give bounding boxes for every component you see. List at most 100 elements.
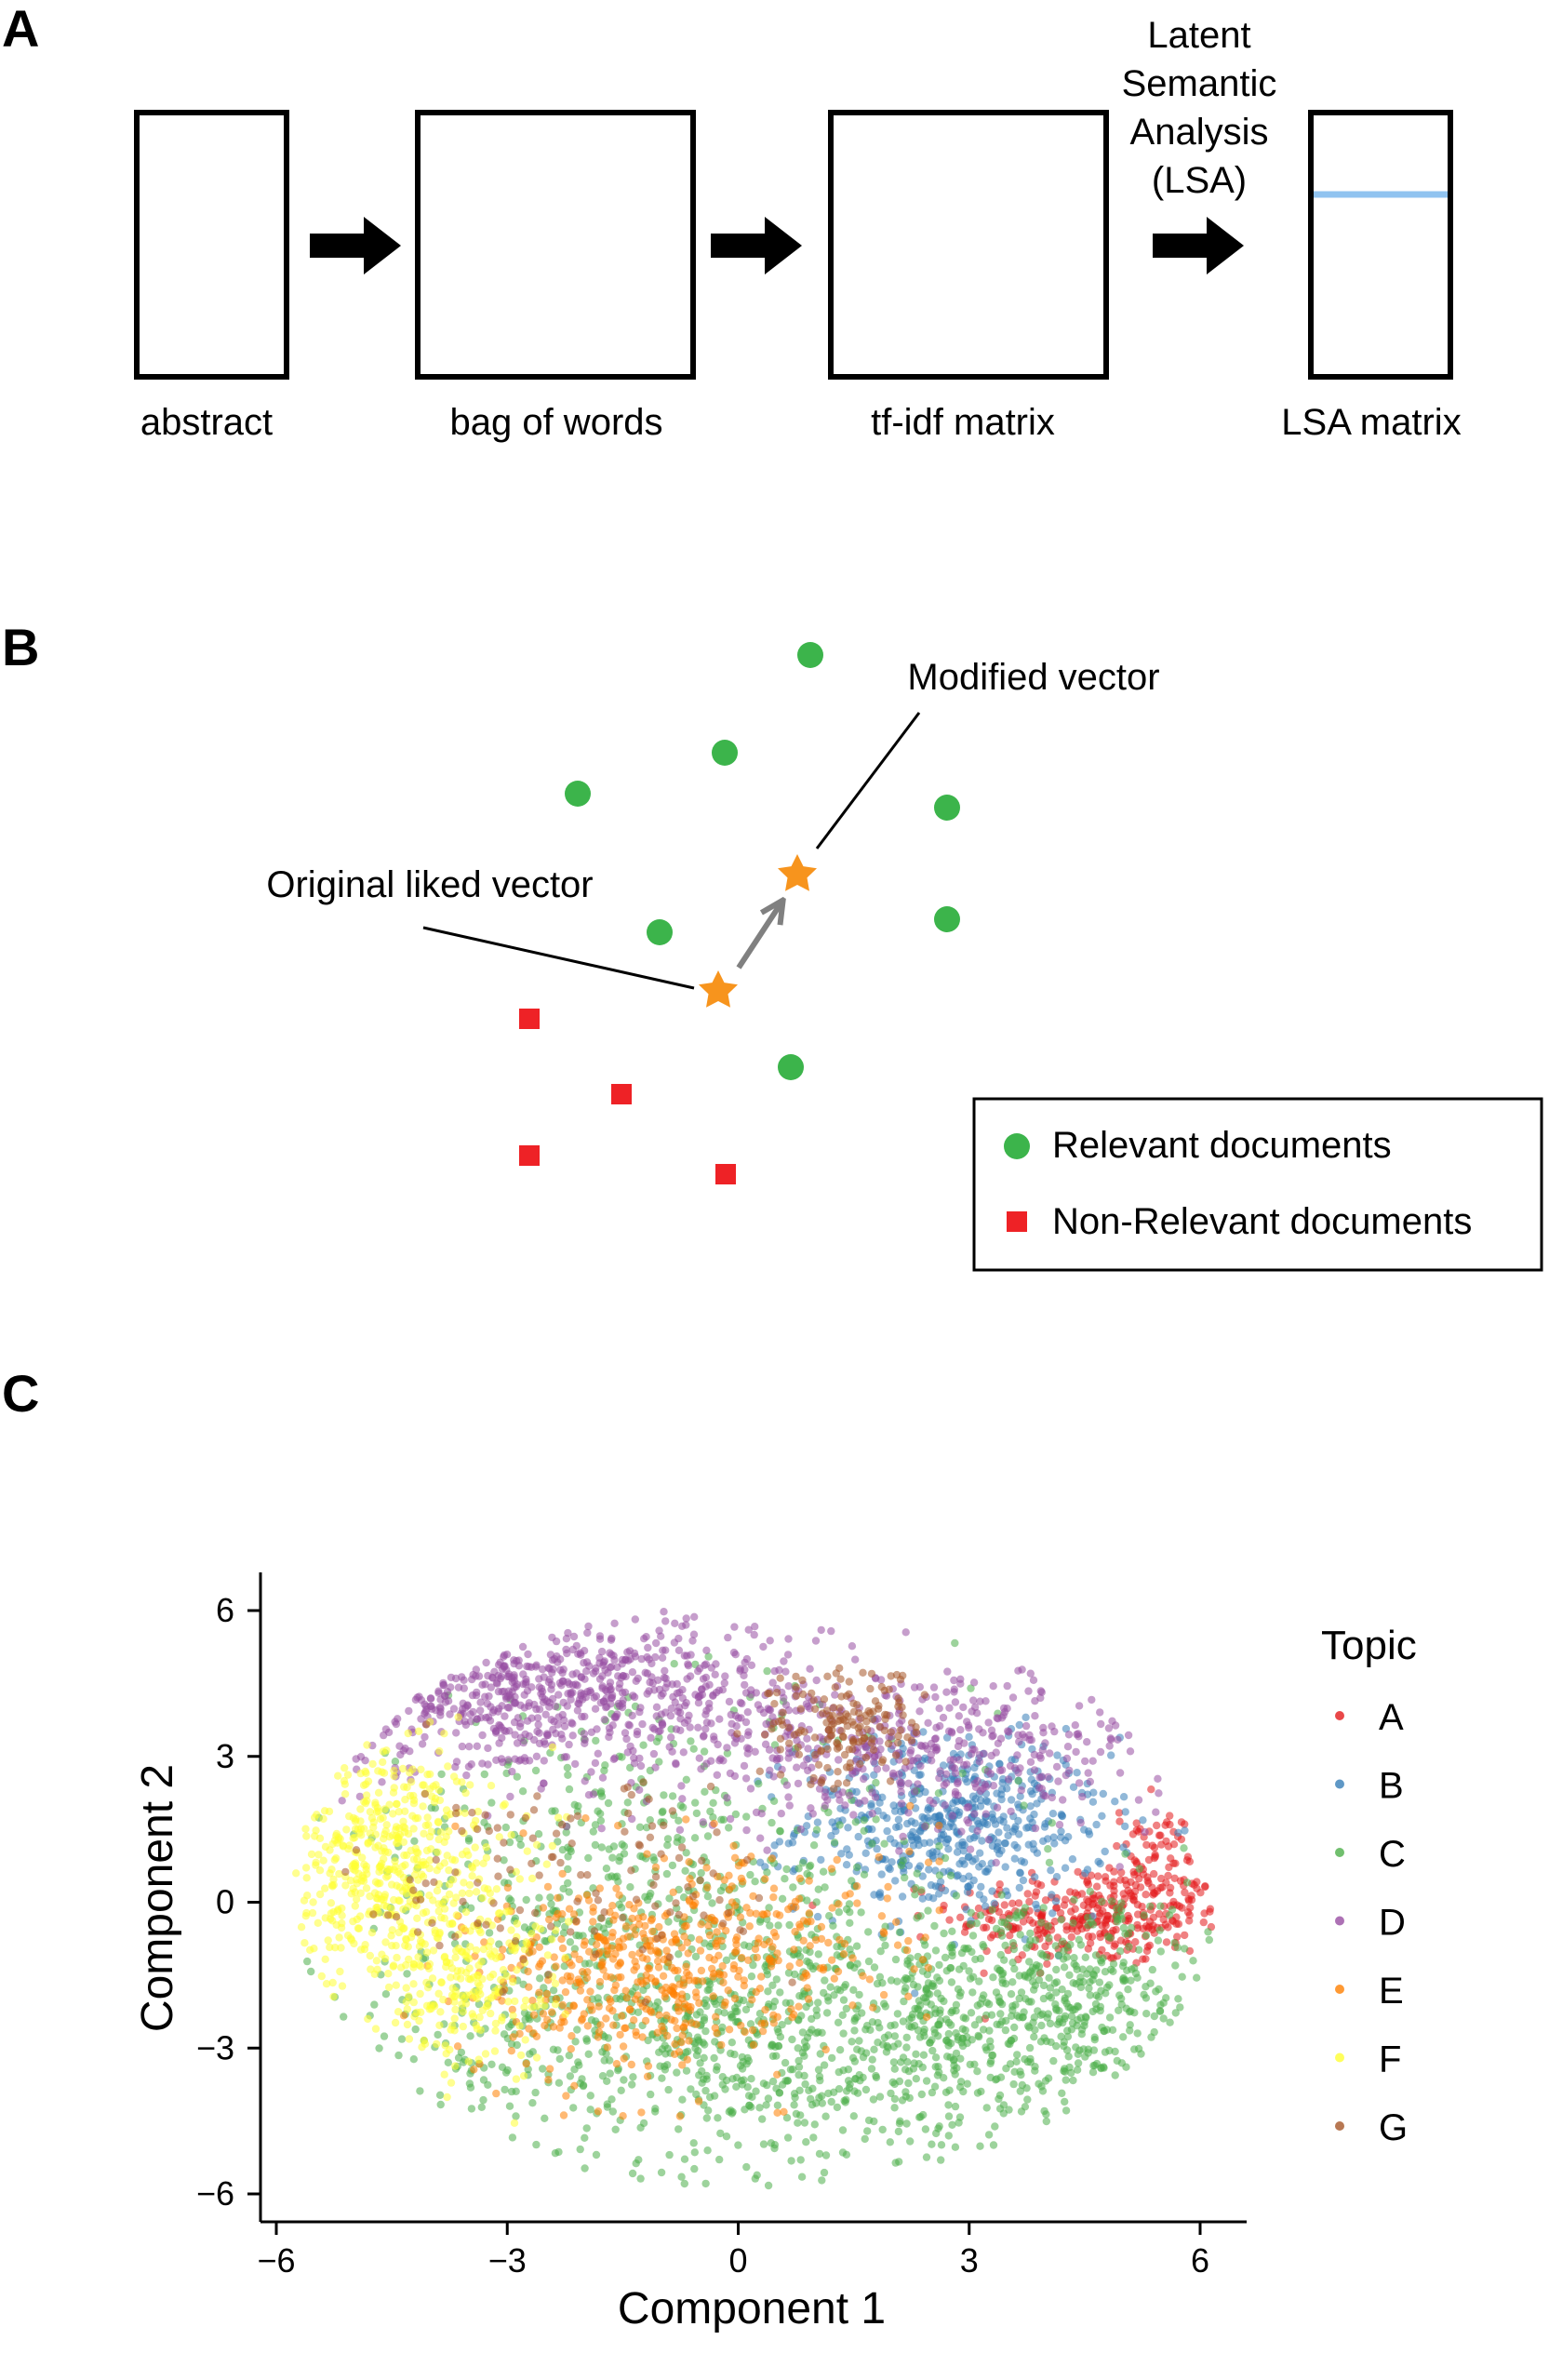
topic-point bbox=[883, 2041, 891, 2051]
topic-point bbox=[356, 1753, 366, 1761]
topic-point bbox=[652, 1703, 661, 1712]
topic-point bbox=[554, 1838, 562, 1846]
topic-point bbox=[967, 1684, 975, 1692]
topic-point bbox=[713, 2029, 721, 2038]
topic-point bbox=[531, 2088, 540, 2097]
topic-point bbox=[848, 1877, 856, 1885]
topic-point bbox=[1020, 1801, 1028, 1810]
topic-point bbox=[1044, 1845, 1052, 1853]
topic-point bbox=[398, 1764, 407, 1773]
topic-point bbox=[798, 1859, 808, 1867]
topic-point bbox=[658, 1808, 666, 1817]
topic-point bbox=[1067, 1907, 1075, 1916]
topic-point bbox=[1119, 1890, 1128, 1898]
topic-point bbox=[636, 1761, 646, 1771]
topic-point bbox=[513, 1966, 521, 1974]
topic-point bbox=[963, 2039, 971, 2048]
topic-point bbox=[1025, 1958, 1034, 1966]
topic-point bbox=[653, 1998, 662, 2007]
topic-point bbox=[435, 2091, 445, 2099]
topic-point bbox=[509, 2033, 517, 2041]
topic-point bbox=[1015, 1737, 1023, 1746]
topic-point bbox=[511, 1731, 519, 1739]
topic-point bbox=[643, 1955, 651, 1963]
topic-point bbox=[781, 1667, 790, 1676]
topic-point bbox=[1048, 1891, 1056, 1899]
topic-point bbox=[895, 1719, 903, 1728]
topic-point bbox=[1113, 1841, 1121, 1851]
topic-point bbox=[870, 1771, 878, 1780]
topic-point bbox=[580, 1941, 588, 1949]
topic-point bbox=[395, 1742, 404, 1750]
topic-point bbox=[951, 2143, 960, 2151]
topic-point bbox=[562, 1753, 571, 1761]
topic-point bbox=[655, 2048, 663, 2056]
topic-point bbox=[915, 2060, 923, 2068]
topic-point bbox=[673, 2068, 681, 2077]
topic-point bbox=[1206, 1907, 1214, 1916]
topic-point bbox=[935, 1773, 943, 1783]
topic-point bbox=[645, 1655, 653, 1664]
topic-point bbox=[628, 2080, 636, 2089]
topic-point bbox=[614, 2066, 622, 2075]
topic-point bbox=[769, 2011, 778, 2019]
bag-of-words-label: bag of words bbox=[449, 402, 662, 443]
topic-point bbox=[631, 1958, 639, 1966]
topic-point bbox=[603, 2077, 611, 2085]
topic-point bbox=[1156, 1902, 1165, 1910]
topic-point bbox=[594, 2107, 603, 2116]
topic-point bbox=[380, 2032, 389, 2040]
topic-point bbox=[808, 1763, 816, 1772]
topic-point bbox=[1072, 1980, 1080, 1988]
topic-point bbox=[311, 1813, 319, 1822]
topic-point bbox=[484, 1744, 492, 1753]
topic-point bbox=[819, 1966, 828, 1974]
topic-point bbox=[569, 2104, 578, 2112]
topic-point bbox=[629, 2073, 637, 2081]
topic-point bbox=[1130, 1870, 1139, 1879]
topic-point bbox=[728, 2075, 737, 2083]
topic-point bbox=[892, 1823, 901, 1832]
topic-point bbox=[768, 1981, 777, 1989]
topic-point bbox=[837, 1850, 846, 1858]
topic-point bbox=[897, 1778, 906, 1787]
topic-point bbox=[559, 1677, 568, 1686]
topic-point bbox=[981, 1810, 991, 1818]
topic-point bbox=[986, 2073, 995, 2082]
topic-point bbox=[996, 2010, 1005, 2018]
topic-point bbox=[1159, 2014, 1168, 2023]
topic-point bbox=[935, 1821, 943, 1830]
topic-point bbox=[980, 1749, 988, 1758]
topic-point bbox=[520, 2009, 529, 2017]
topic-point bbox=[907, 1833, 916, 1841]
topic-point bbox=[1044, 1772, 1052, 1782]
topic-point bbox=[393, 1953, 401, 1962]
topic-point bbox=[1155, 1909, 1164, 1919]
topic-point bbox=[636, 1704, 645, 1712]
topic-point bbox=[1156, 1947, 1166, 1956]
topic-point bbox=[793, 1763, 801, 1772]
topic-point bbox=[867, 2065, 876, 2073]
topic-point bbox=[745, 2101, 754, 2110]
topic-point bbox=[1057, 1827, 1065, 1836]
topic-point bbox=[513, 1919, 521, 1928]
topic-point bbox=[1064, 1833, 1073, 1841]
topic-point bbox=[705, 1931, 714, 1940]
topic-point bbox=[1061, 2097, 1069, 2106]
topic-point bbox=[368, 1759, 377, 1769]
topic-point bbox=[1035, 1784, 1044, 1792]
topic-point bbox=[1084, 1769, 1092, 1777]
topic-point bbox=[1024, 1998, 1034, 2006]
topic-point bbox=[584, 2050, 593, 2058]
topic-point bbox=[470, 2066, 478, 2074]
topic-point bbox=[1083, 1895, 1091, 1905]
topic-point bbox=[835, 1821, 844, 1829]
topic-point bbox=[461, 1907, 471, 1917]
topic-point bbox=[993, 1789, 1001, 1798]
topic-point bbox=[479, 2076, 488, 2084]
topic-point bbox=[540, 1737, 549, 1746]
topic-point bbox=[918, 1956, 928, 1964]
topic-point bbox=[760, 1940, 768, 1949]
topic-point bbox=[578, 1968, 587, 1976]
topic-point bbox=[691, 1952, 701, 1961]
